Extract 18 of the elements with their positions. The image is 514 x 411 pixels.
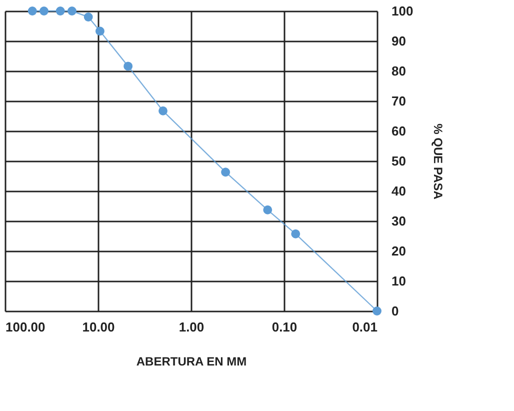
x-axis-title: ABERTURA EN MM — [136, 354, 247, 368]
y-tick-label: 50 — [392, 154, 406, 168]
y-tick-label: 70 — [392, 94, 406, 108]
x-tick-label: 0.01 — [352, 320, 378, 334]
x-tick-label: 0.10 — [272, 320, 298, 334]
y-tick-label: 80 — [392, 64, 406, 78]
y-tick-label: 100 — [392, 4, 414, 18]
y-tick-label: 20 — [392, 244, 406, 258]
x-tick-label: 1.00 — [178, 320, 204, 334]
y-tick-label: 0 — [392, 304, 399, 318]
x-tick-label: 100.00 — [6, 320, 46, 334]
y-tick-label: 90 — [392, 34, 406, 48]
x-tick-label: 10.00 — [82, 320, 115, 334]
y-tick-label: 40 — [392, 184, 406, 198]
y-tick-label: 60 — [392, 124, 406, 138]
y-axis-title: % QUE PASA — [431, 124, 446, 200]
y-tick-label: 10 — [392, 274, 406, 288]
y-tick-label: 30 — [392, 214, 406, 228]
